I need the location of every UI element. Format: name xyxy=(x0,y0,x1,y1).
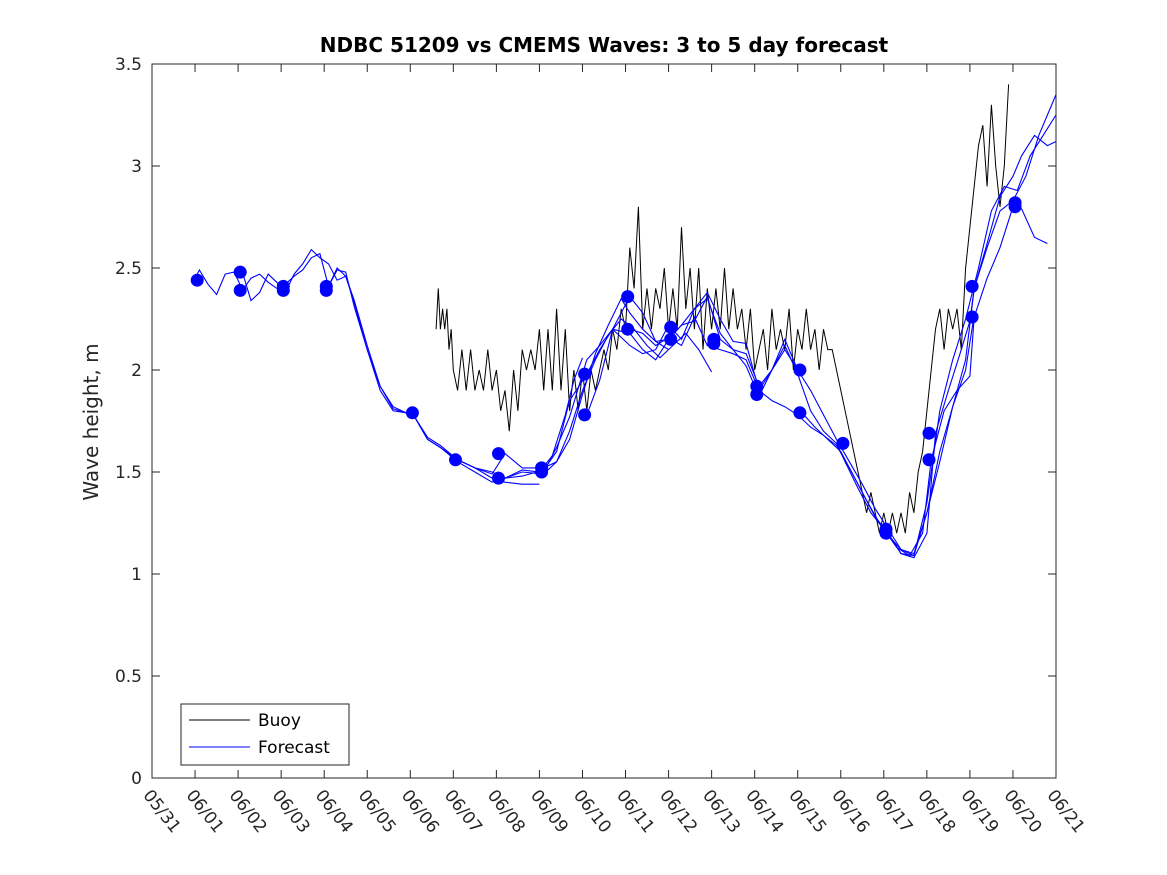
series-line-forecast-13 xyxy=(930,206,1048,460)
forecast-marker xyxy=(922,453,936,467)
forecast-marker xyxy=(190,273,204,287)
forecast-marker xyxy=(276,283,290,297)
forecast-marker xyxy=(621,290,635,304)
y-axis-label: Wave height, m xyxy=(79,343,103,500)
y-tick-label: 3.5 xyxy=(115,55,142,75)
legend-label-forecast: Forecast xyxy=(258,738,330,758)
forecast-marker xyxy=(578,408,592,422)
forecast-marker xyxy=(879,526,893,540)
y-tick-label: 1.5 xyxy=(115,463,142,483)
series-line-forecast-6 xyxy=(504,297,760,479)
forecast-marker xyxy=(793,406,807,420)
series-line-buoy xyxy=(435,84,1010,534)
chart-title: NDBC 51209 vs CMEMS Waves: 3 to 5 day fo… xyxy=(320,33,889,57)
forecast-marker xyxy=(707,337,721,350)
forecast-marker xyxy=(535,465,549,479)
forecast-marker xyxy=(492,471,505,485)
forecast-marker xyxy=(233,283,247,297)
legend: Buoy Forecast xyxy=(180,703,350,766)
series-line-forecast-12 xyxy=(887,134,1057,559)
forecast-marker xyxy=(233,265,247,279)
forecast-marker xyxy=(621,322,635,336)
forecast-marker xyxy=(492,447,505,461)
series-line-forecast-8 xyxy=(586,295,932,557)
forecast-marker xyxy=(449,453,462,467)
y-tick-label: 2.5 xyxy=(115,259,142,279)
series-line-forecast-11 xyxy=(801,94,1057,555)
forecast-marker xyxy=(578,367,592,381)
legend-box xyxy=(180,703,350,766)
forecast-marker xyxy=(405,406,419,420)
y-tick-label: 0.5 xyxy=(115,667,142,687)
forecast-marker xyxy=(664,320,678,334)
forecast-marker xyxy=(750,388,764,401)
y-tick-label: 0 xyxy=(131,769,142,789)
y-tick-label: 3 xyxy=(131,157,142,177)
plot-area xyxy=(190,84,1057,559)
legend-label-buoy: Buoy xyxy=(258,711,301,731)
axes-box xyxy=(151,63,1057,779)
y-tick-label: 2 xyxy=(131,361,142,381)
series-line-forecast-4 xyxy=(328,267,669,475)
y-tick-label: 1 xyxy=(131,565,142,585)
forecast-marker xyxy=(965,279,979,293)
forecast-marker xyxy=(319,283,333,297)
forecast-marker xyxy=(836,436,850,450)
forecast-marker xyxy=(965,310,979,324)
forecast-marker xyxy=(793,363,807,377)
forecast-marker xyxy=(1008,200,1022,214)
series-line-forecast-1 xyxy=(194,268,286,296)
forecast-marker xyxy=(922,426,936,440)
forecast-marker xyxy=(664,332,678,346)
